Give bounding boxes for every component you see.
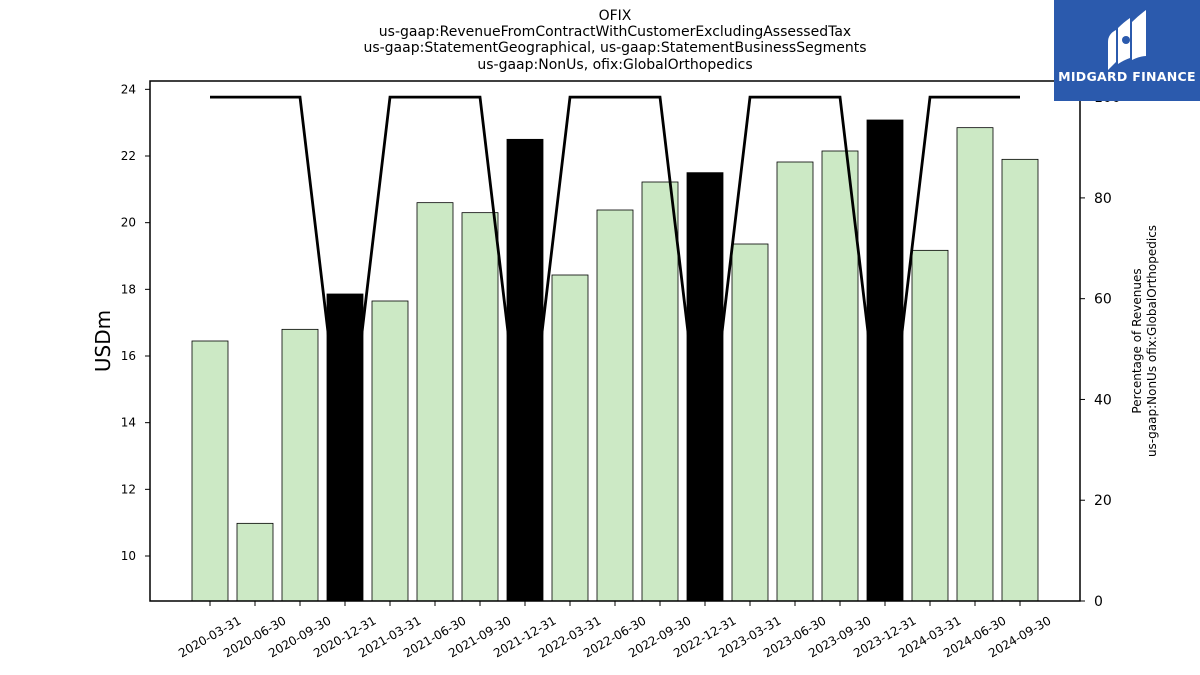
bar-2020-06-30 (236, 522, 274, 602)
y-tick-label-14: 14 (121, 416, 136, 430)
y-tick-label-22: 22 (121, 149, 136, 163)
y2-axis-title-line-2: us-gaap:NonUs ofix:GlobalOrthopedics (1145, 225, 1159, 457)
bar-2022-06-30 (596, 209, 634, 602)
bar-series (191, 119, 1039, 602)
y-tick-label-24: 24 (121, 82, 136, 96)
title-line-3: us-gaap:StatementGeographical, us-gaap:S… (363, 40, 866, 56)
percentage-line-series (210, 95, 1020, 476)
y-tick-label-12: 12 (121, 482, 136, 496)
bar-2021-09-30 (461, 212, 499, 602)
bar-2024-09-30 (1001, 158, 1039, 602)
y-tick-label-20: 20 (121, 216, 136, 230)
percentage-line (210, 95, 1020, 476)
bar-2024-03-31 (911, 249, 949, 602)
y2-tick-label-40: 40 (1094, 392, 1112, 408)
y2-tick-label-80: 80 (1094, 191, 1112, 207)
bar-2020-12-31 (326, 293, 364, 602)
bar-2022-03-31 (551, 274, 589, 602)
bar-2020-09-30 (281, 328, 319, 602)
bar-2022-12-31 (686, 172, 724, 602)
bar-2023-06-30 (776, 161, 814, 602)
chart-title: OFIX us-gaap:RevenueFromContractWithCust… (363, 8, 866, 73)
bar-2020-03-31 (191, 340, 229, 602)
y-tick-label-18: 18 (121, 282, 136, 296)
bar-2023-12-31 (866, 119, 904, 602)
bar-2021-06-30 (416, 202, 454, 602)
y-axis-left: 10 12 14 16 18 20 22 24 (121, 82, 150, 563)
midgard-logo-icon (1108, 10, 1146, 70)
bar-2021-03-31 (371, 300, 409, 602)
bar-2022-09-30 (641, 181, 679, 602)
y-tick-label-10: 10 (121, 549, 136, 563)
bar-2023-03-31 (731, 243, 769, 602)
y2-tick-label-0: 0 (1094, 594, 1103, 610)
bar-2023-09-30 (821, 150, 859, 602)
logo-text: MIDGARD FINANCE (1058, 69, 1196, 84)
x-axis: 2020-03-312020-06-302020-09-302020-12-31… (176, 601, 1054, 660)
midgard-finance-logo: MIDGARD FINANCE (1054, 0, 1200, 101)
y2-tick-label-20: 20 (1094, 493, 1112, 509)
title-line-4: us-gaap:NonUs, ofix:GlobalOrthopedics (477, 57, 752, 73)
title-line-1: OFIX (599, 8, 632, 24)
title-line-2: us-gaap:RevenueFromContractWithCustomerE… (379, 24, 851, 40)
y2-axis-title-line-1: Percentage of Revenues (1130, 268, 1144, 413)
y2-tick-label-60: 60 (1094, 292, 1112, 308)
y-axis-title: USDm (91, 310, 115, 372)
y-axis-right: 020406080100 (1080, 90, 1121, 610)
bar-2024-06-30 (956, 127, 994, 602)
y-tick-label-16: 16 (121, 349, 136, 363)
